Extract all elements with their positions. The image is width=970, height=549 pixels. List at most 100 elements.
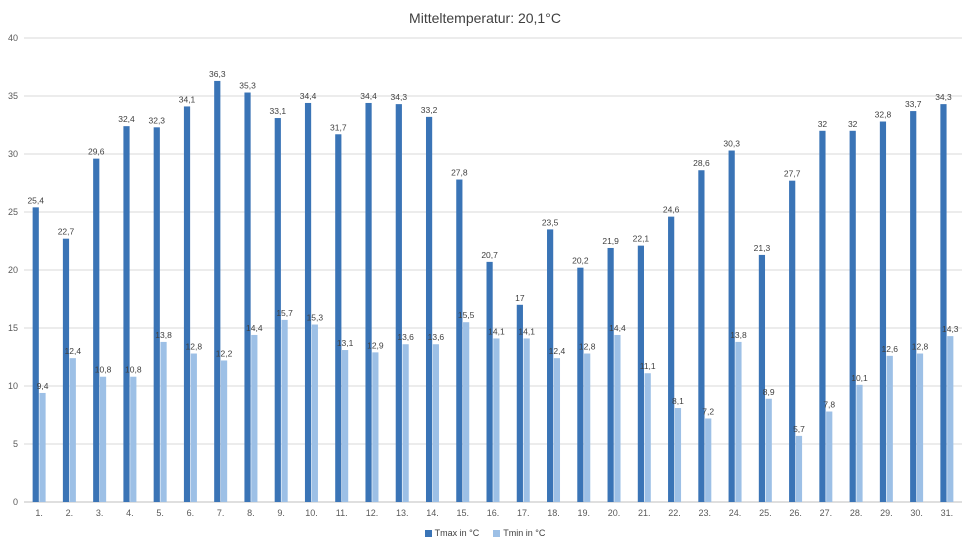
bar-tmax bbox=[728, 150, 735, 502]
bar-tmin bbox=[432, 344, 439, 502]
data-label-tmin: 8,9 bbox=[763, 387, 775, 397]
bar-tmin bbox=[584, 353, 591, 502]
data-label-tmax: 27,7 bbox=[784, 169, 801, 179]
bar-tmax bbox=[577, 267, 584, 502]
data-label-tmax: 35,3 bbox=[239, 81, 256, 91]
x-tick-label: 30. bbox=[910, 508, 923, 518]
bar-tmin bbox=[311, 324, 318, 502]
data-label-tmin: 11,1 bbox=[640, 361, 656, 371]
bar-tmin bbox=[523, 338, 530, 502]
data-label-tmax: 20,7 bbox=[481, 250, 498, 260]
bar-tmax bbox=[789, 180, 796, 502]
data-label-tmax: 29,6 bbox=[88, 147, 105, 157]
data-label-tmin: 10,8 bbox=[95, 365, 112, 375]
bar-tmin bbox=[493, 338, 500, 502]
x-tick-label: 11. bbox=[336, 508, 348, 518]
bar-tmin bbox=[765, 398, 772, 502]
data-label-tmax: 34,4 bbox=[300, 91, 317, 101]
bar-tmax bbox=[637, 245, 644, 502]
bar-tmin bbox=[160, 341, 167, 502]
bar-tmax bbox=[365, 102, 372, 503]
x-tick-label: 22. bbox=[668, 508, 681, 518]
bar-tmin bbox=[69, 358, 76, 502]
bar-tmin bbox=[281, 319, 288, 502]
bar-tmax bbox=[698, 170, 705, 503]
legend: Tmax in °C Tmin in °C bbox=[0, 528, 970, 538]
bar-tmax bbox=[304, 102, 312, 503]
x-tick-label: 4. bbox=[126, 508, 134, 518]
legend-item-tmin: Tmin in °C bbox=[493, 528, 545, 538]
bar-tmin bbox=[342, 350, 349, 502]
y-tick-label: 30 bbox=[8, 149, 18, 159]
y-tick-label: 35 bbox=[8, 91, 18, 101]
data-label-tmin: 10,8 bbox=[125, 365, 142, 375]
y-tick-label: 15 bbox=[8, 323, 18, 333]
x-tick-label: 13. bbox=[396, 508, 409, 518]
x-tick-label: 28. bbox=[850, 508, 863, 518]
bar-tmin bbox=[947, 336, 954, 502]
bar-tmax bbox=[153, 127, 160, 502]
bar-tmin bbox=[402, 344, 409, 502]
x-tick-label: 23. bbox=[699, 508, 712, 518]
data-label-tmin: 14,4 bbox=[246, 323, 263, 333]
x-tick-label: 26. bbox=[789, 508, 802, 518]
data-label-tmax: 20,2 bbox=[572, 256, 589, 266]
bar-tmax bbox=[214, 80, 221, 503]
x-tick-label: 16. bbox=[487, 508, 500, 518]
bar-tmax bbox=[910, 111, 917, 502]
x-tick-label: 27. bbox=[820, 508, 833, 518]
bar-tmax bbox=[244, 92, 251, 503]
bar-tmax bbox=[335, 134, 342, 502]
x-tick-label: 9. bbox=[277, 508, 285, 518]
x-tick-label: 17. bbox=[517, 508, 530, 518]
bar-tmin bbox=[220, 360, 228, 502]
bar-tmin bbox=[614, 334, 621, 502]
data-label-tmin: 14,1 bbox=[518, 326, 535, 336]
bar-tmax bbox=[879, 121, 887, 503]
data-label-tmax: 32,4 bbox=[118, 114, 135, 124]
x-tick-label: 8. bbox=[247, 508, 255, 518]
bar-tmin bbox=[916, 353, 924, 502]
data-label-tmax: 17 bbox=[515, 293, 525, 303]
bar-tmin bbox=[251, 334, 258, 502]
x-tick-label: 15. bbox=[456, 508, 469, 518]
data-label-tmin: 12,8 bbox=[579, 342, 596, 352]
bar-tmax bbox=[486, 261, 493, 502]
bar-tmax bbox=[668, 216, 675, 502]
x-tick-label: 25. bbox=[759, 508, 772, 518]
data-label-tmax: 21,3 bbox=[754, 243, 771, 253]
legend-swatch-tmax bbox=[424, 529, 432, 537]
x-tick-label: 10. bbox=[305, 508, 318, 518]
data-label-tmin: 10,1 bbox=[851, 373, 868, 383]
x-tick-label: 7. bbox=[217, 508, 225, 518]
data-label-tmin: 13,8 bbox=[155, 330, 172, 340]
bar-tmax bbox=[425, 116, 433, 502]
data-label-tmax: 23,5 bbox=[542, 217, 559, 227]
data-label-tmax: 22,1 bbox=[633, 234, 650, 244]
bar-tmin bbox=[705, 418, 712, 502]
data-label-tmin: 12,2 bbox=[216, 348, 233, 358]
data-label-tmin: 13,6 bbox=[428, 332, 445, 342]
bar-tmax bbox=[607, 247, 614, 502]
bar-tmin bbox=[39, 392, 46, 502]
bar-tmax bbox=[62, 238, 70, 502]
data-label-tmin: 9,4 bbox=[37, 381, 49, 391]
x-tick-label: 18. bbox=[547, 508, 560, 518]
x-tick-label: 19. bbox=[578, 508, 591, 518]
bar-tmax bbox=[123, 126, 130, 502]
x-tick-label: 1. bbox=[35, 508, 43, 518]
data-label-tmax: 22,7 bbox=[58, 227, 75, 237]
legend-item-tmax: Tmax in °C bbox=[424, 528, 479, 538]
data-label-tmax: 34,1 bbox=[179, 94, 196, 104]
bar-tmax bbox=[183, 106, 191, 502]
data-label-tmax: 36,3 bbox=[209, 69, 226, 79]
data-label-tmax: 32,8 bbox=[875, 110, 892, 120]
y-tick-label: 0 bbox=[13, 497, 18, 507]
data-label-tmin: 12,4 bbox=[549, 346, 566, 356]
y-tick-label: 25 bbox=[8, 207, 18, 217]
bar-tmax bbox=[819, 130, 826, 503]
data-label-tmax: 33,7 bbox=[905, 99, 922, 109]
bar-tmax bbox=[516, 304, 523, 502]
